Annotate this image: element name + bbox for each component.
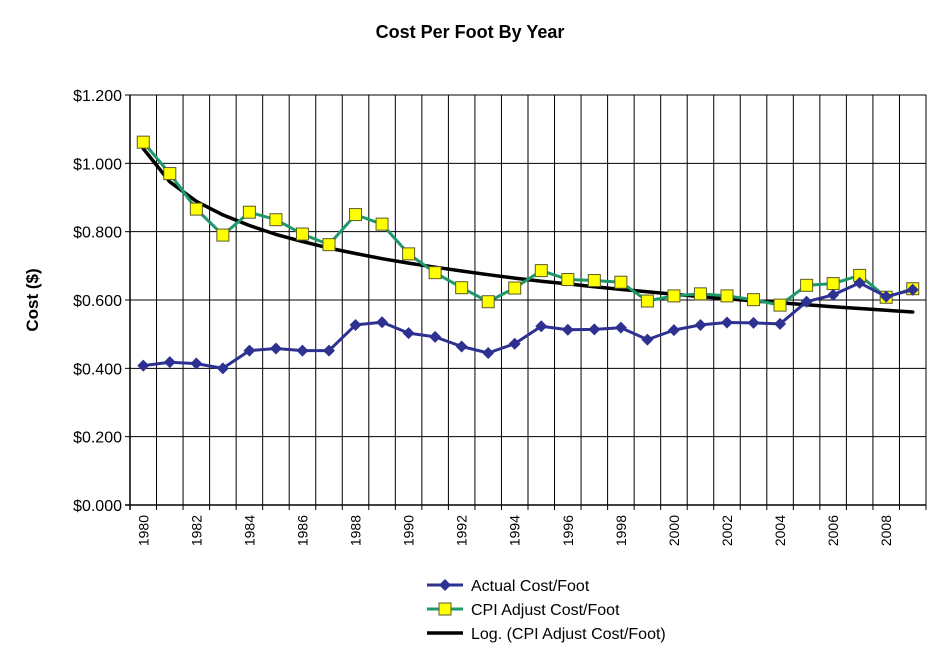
data-point — [535, 320, 548, 333]
legend-marker — [439, 579, 451, 591]
data-point — [376, 316, 389, 329]
y-axis-ticks: $0.000 $0.200 $0.400 $0.600 $0.800 $1.000 $1.2… — [73, 88, 130, 515]
data-point — [189, 202, 203, 216]
data-point — [482, 346, 495, 359]
data-point — [614, 275, 628, 289]
data-point — [163, 356, 176, 369]
data-point — [614, 321, 627, 334]
data-point — [402, 247, 416, 261]
data-point — [295, 227, 309, 241]
gridlines — [130, 94, 926, 506]
legend-item: Actual Cost/Foot — [427, 578, 590, 595]
legend-label: Actual Cost/Foot — [471, 578, 590, 595]
series-0 — [137, 276, 919, 375]
x-tick-label: 1994 — [507, 515, 523, 546]
x-tick-label: 2000 — [666, 515, 682, 546]
x-tick-label: 1988 — [348, 515, 364, 546]
data-point — [216, 228, 230, 242]
data-point — [190, 357, 203, 370]
data-point — [588, 323, 601, 336]
legend-marker — [438, 602, 452, 616]
data-point — [323, 344, 335, 357]
data-point — [721, 316, 733, 329]
data-point — [641, 333, 654, 346]
data-point — [747, 316, 760, 329]
data-point — [534, 264, 548, 278]
data-point — [774, 317, 787, 330]
data-point — [402, 327, 415, 340]
x-tick-label: 1990 — [401, 515, 417, 546]
y-tick-label: $0.000 — [73, 498, 122, 515]
data-point — [428, 266, 442, 280]
data-point — [242, 205, 256, 219]
x-tick-label: 2002 — [719, 515, 735, 546]
data-point — [322, 238, 336, 252]
data-point — [906, 283, 919, 296]
data-point — [561, 323, 574, 336]
y-tick-label: $0.400 — [73, 361, 122, 378]
y-axis-title: Cost ($) — [23, 268, 42, 331]
data-point — [827, 288, 840, 301]
x-tick-label: 1982 — [188, 515, 204, 546]
x-tick-label: 1992 — [454, 515, 470, 546]
series-1 — [136, 135, 920, 312]
data-point — [561, 273, 575, 286]
data-point — [481, 295, 495, 309]
legend-item: CPI Adjust Cost/Foot — [427, 602, 620, 619]
data-point — [269, 213, 283, 227]
x-tick-label: 2006 — [825, 515, 841, 546]
data-point — [800, 295, 813, 308]
data-point — [136, 135, 150, 149]
y-tick-label: $1.200 — [73, 88, 122, 105]
data-point — [640, 294, 654, 308]
y-tick-label: $0.600 — [73, 293, 122, 310]
x-tick-label: 2004 — [772, 515, 788, 546]
x-tick-label: 1980 — [135, 515, 151, 546]
data-point — [137, 359, 150, 372]
legend-label: Log. (CPI Adjust Cost/Foot) — [471, 626, 666, 643]
data-point — [296, 344, 309, 357]
legend-item: Log. (CPI Adjust Cost/Foot) — [427, 626, 666, 643]
chart-title: Cost Per Foot By Year — [376, 22, 565, 42]
data-point — [375, 217, 389, 231]
data-point — [269, 342, 282, 355]
x-tick-label: 1984 — [241, 515, 257, 546]
data-point — [216, 362, 229, 375]
data-point — [667, 324, 680, 337]
data-point — [349, 318, 362, 331]
data-point — [773, 298, 787, 312]
data-point — [455, 281, 469, 295]
data-point — [667, 289, 681, 303]
data-point — [429, 330, 442, 343]
legend: Actual Cost/Foot CPI Adjust Cost/Foot Log.… — [427, 578, 666, 643]
x-tick-label: 1998 — [613, 515, 629, 546]
x-tick-label: 1986 — [294, 515, 310, 546]
x-axis-ticks: 1980 1982 1984 1986 1988 1990 1992 1994 1996 1998… — [129, 505, 927, 546]
data-point — [853, 276, 866, 289]
series-layer — [136, 135, 920, 375]
data-point — [880, 290, 893, 303]
data-point — [826, 277, 840, 291]
data-point — [720, 289, 734, 303]
data-point — [747, 293, 761, 307]
data-point — [694, 318, 707, 331]
data-point — [587, 274, 601, 288]
x-tick-label: 2008 — [878, 515, 894, 546]
data-point — [800, 278, 814, 292]
y-tick-label: $0.800 — [73, 225, 122, 242]
data-point — [508, 281, 522, 295]
data-point — [455, 340, 468, 353]
data-point — [349, 208, 363, 222]
data-point — [693, 287, 707, 301]
data-point — [163, 167, 177, 181]
data-point — [508, 337, 521, 350]
y-tick-label: $0.200 — [73, 430, 122, 447]
x-tick-label: 1996 — [560, 515, 576, 546]
y-tick-label: $1.000 — [73, 156, 122, 173]
data-point — [243, 344, 256, 357]
legend-label: CPI Adjust Cost/Foot — [471, 602, 620, 619]
